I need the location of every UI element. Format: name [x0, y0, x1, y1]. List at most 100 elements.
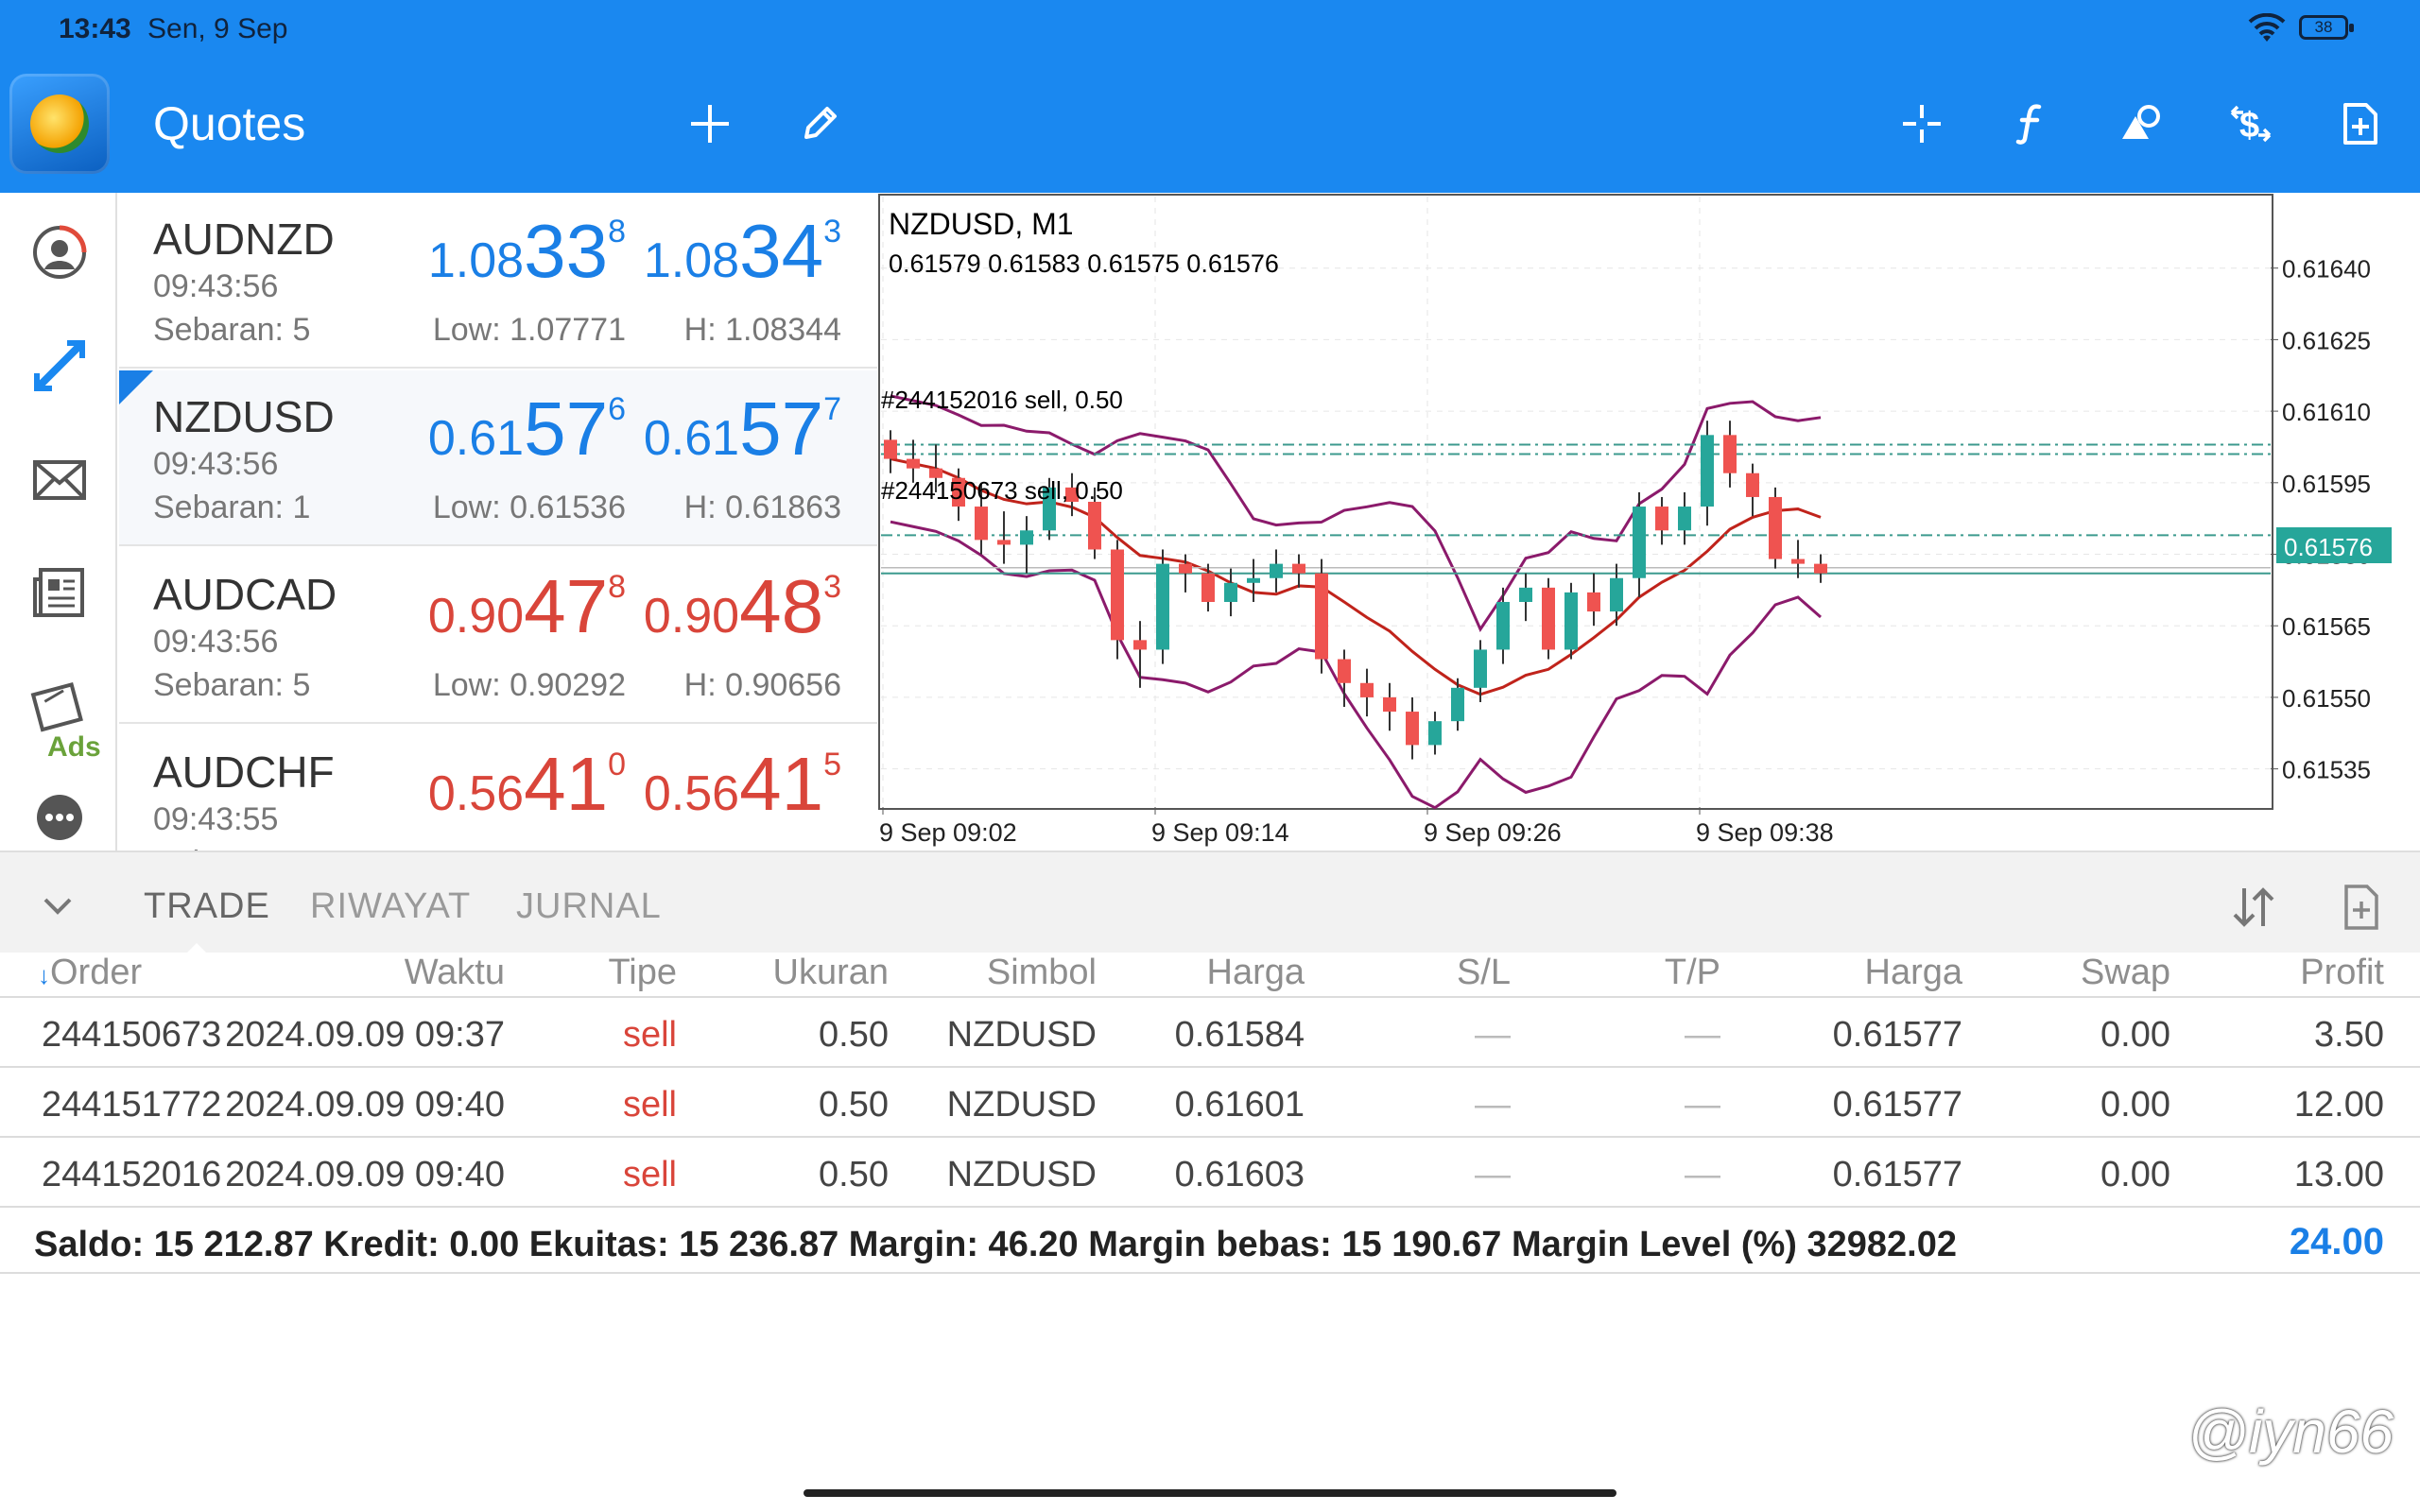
candle [1292, 554, 1305, 588]
page-title: Quotes [153, 97, 306, 150]
bid-big: 57 [524, 387, 609, 471]
cell-type: sell [622, 1085, 677, 1125]
quote-high: H: 1.08344 [683, 312, 841, 348]
bid-big: 41 [524, 742, 609, 826]
status-date: Sen, 9 Sep [147, 13, 288, 44]
x-tick-label: 9 Sep 09:26 [1424, 818, 1562, 847]
crosshair-button[interactable] [1891, 93, 1953, 155]
nav-mailbox[interactable] [26, 446, 93, 512]
cell-price: 0.61601 [1174, 1085, 1305, 1125]
quote-spread: Sebaran: 5 [153, 667, 311, 703]
col-time[interactable]: Waktu [404, 953, 505, 992]
cell-price: 0.61603 [1174, 1155, 1305, 1194]
bid-sup: 8 [608, 214, 626, 249]
col-profit[interactable]: Profit [2300, 953, 2384, 992]
table-row[interactable]: 244150673 2024.09.09 09:37 sell 0.50 NZD… [0, 998, 2420, 1068]
new-order-button[interactable] [2329, 93, 2392, 155]
plus-icon [691, 105, 729, 143]
quote-bid: 1.08 33 8 [428, 214, 626, 289]
candle [1428, 712, 1442, 755]
candle [907, 439, 920, 483]
quote-ask: 0.56 41 5 [644, 747, 841, 822]
nav-calendar[interactable] [26, 673, 93, 739]
col-tp[interactable]: T/P [1664, 953, 1720, 992]
x-tick-label: 9 Sep 09:38 [1696, 818, 1834, 847]
quote-row-audchf[interactable]: AUDCHF 09:43:55 Sebaran: 5 0.56 41 0 0.5… [119, 726, 877, 851]
price-chart[interactable]: 0.616400.616250.616100.615950.615800.615… [877, 193, 2420, 850]
status-bar: 13:43 Sen, 9 Sep 38 [0, 0, 2420, 59]
table-row[interactable]: 244152016 2024.09.09 09:40 sell 0.50 NZD… [0, 1138, 2420, 1208]
trade-button[interactable]: $ [2220, 93, 2282, 155]
current-price-tag [2276, 527, 2392, 563]
candlestick-chart[interactable]: 0.616400.616250.616100.615950.615800.615… [877, 193, 2420, 850]
quote-row-audnzd[interactable]: AUDNZD 09:43:56 Sebaran: 5 1.08 33 8 1.0… [119, 193, 877, 369]
cell-sl: — [1475, 1155, 1511, 1194]
candle [997, 511, 1011, 564]
candle [1133, 621, 1147, 688]
cell-size: 0.50 [819, 1085, 889, 1125]
tab-trade[interactable]: TRADE [144, 886, 270, 926]
account-summary-text: Saldo: 15 212.87 Kredit: 0.00 Ekuitas: 1… [34, 1225, 1957, 1264]
table-row[interactable]: 244151772 2024.09.09 09:40 sell 0.50 NZD… [0, 1068, 2420, 1138]
col-symbol[interactable]: Simbol [986, 953, 1097, 992]
col-sl[interactable]: S/L [1456, 953, 1511, 992]
col-swap[interactable]: Swap [2080, 953, 2170, 992]
bid-small: 0.56 [427, 766, 525, 821]
nav-chat[interactable] [26, 786, 93, 850]
col-size[interactable]: Ukuran [772, 953, 890, 992]
cell-time: 2024.09.09 09:40 [225, 1155, 505, 1194]
home-indicator[interactable] [804, 1489, 1616, 1497]
news-icon [33, 568, 84, 617]
chat-icon [37, 795, 82, 840]
ask-sup: 5 [823, 747, 841, 782]
col-order[interactable]: ↓Order [38, 953, 143, 992]
cell-price: 0.61584 [1174, 1015, 1305, 1055]
battery-icon: 38 [2299, 15, 2354, 40]
table-header: ↓Order Waktu Tipe Ukuran Simbol Harga S/… [0, 953, 2420, 998]
chevron-down-icon[interactable] [36, 885, 79, 928]
candle [1633, 491, 1646, 597]
quote-high: H: 0.61863 [683, 490, 841, 525]
candle [1338, 649, 1351, 708]
cell-tp: — [1685, 1015, 1720, 1055]
account-summary: Saldo: 15 212.87 Kredit: 0.00 Ekuitas: 1… [0, 1206, 2420, 1274]
col-type[interactable]: Tipe [608, 953, 677, 992]
x-tick-label: 9 Sep 09:14 [1151, 818, 1289, 847]
candle [1474, 640, 1487, 702]
bid-big: 33 [524, 209, 609, 293]
ask-big: 41 [739, 742, 824, 826]
objects-button[interactable] [2110, 93, 2172, 155]
cell-sl: — [1475, 1015, 1511, 1055]
nav-chart[interactable] [26, 333, 93, 399]
nav-quotes[interactable] [26, 219, 93, 285]
quote-ask: 1.08 34 3 [644, 214, 841, 289]
ask-small: 0.56 [643, 766, 740, 821]
new-document-icon[interactable] [2335, 881, 2388, 934]
chart-frame [878, 194, 2273, 810]
cell-symbol: NZDUSD [946, 1015, 1097, 1055]
app-logo-icon[interactable] [9, 74, 110, 174]
tab-journal[interactable]: JURNAL [516, 886, 662, 926]
indicators-button[interactable] [2000, 93, 2063, 155]
cell-swap: 0.00 [2100, 1015, 2170, 1055]
candle [929, 444, 942, 492]
candle [975, 482, 988, 555]
candle [1020, 516, 1033, 574]
col-current-price[interactable]: Harga [1864, 953, 1963, 992]
price-axis: 0.616400.616250.616100.615950.615800.615… [2271, 255, 2371, 784]
nav-news[interactable] [26, 559, 93, 626]
candle [1156, 549, 1169, 664]
candle [1179, 554, 1192, 593]
quote-row-nzdusd[interactable]: NZDUSD 09:43:56 Sebaran: 1 0.61 57 6 0.6… [119, 370, 877, 546]
quote-low: Low: 1.07771 [432, 312, 626, 348]
tab-history[interactable]: RIWAYAT [310, 886, 472, 926]
y-tick-label: 0.61550 [2282, 684, 2371, 713]
edit-button[interactable] [788, 93, 851, 155]
y-tick-label: 0.61595 [2282, 470, 2371, 498]
chart-ohlc: 0.61579 0.61583 0.61575 0.61576 [889, 249, 1279, 278]
col-price[interactable]: Harga [1206, 953, 1305, 992]
sort-icon[interactable] [2227, 881, 2280, 934]
cell-profit: 12.00 [2293, 1085, 2384, 1125]
add-symbol-button[interactable] [679, 93, 741, 155]
quote-row-audcad[interactable]: AUDCAD 09:43:56 Sebaran: 5 0.90 47 8 0.9… [119, 548, 877, 724]
